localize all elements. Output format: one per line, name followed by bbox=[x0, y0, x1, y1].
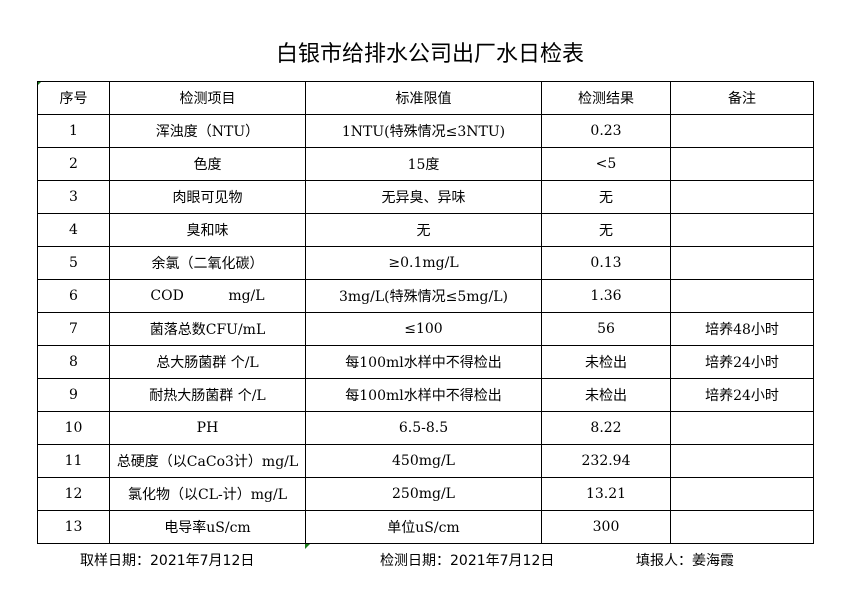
test-result-cell: 未检出 bbox=[541, 345, 671, 379]
standard-limit-cell: 每100ml水样中不得检出 bbox=[305, 345, 542, 379]
row-number-cell: 8 bbox=[37, 345, 110, 379]
remark-cell bbox=[670, 510, 814, 544]
row-number-cell: 6 bbox=[37, 279, 110, 313]
standard-limit-cell: 3mg/L(特殊情况≤5mg/L) bbox=[305, 279, 542, 313]
header-cell: 标准限值 bbox=[305, 81, 542, 115]
remark-cell bbox=[670, 279, 814, 313]
remark-cell bbox=[670, 147, 814, 181]
standard-limit-cell: 15度 bbox=[305, 147, 542, 181]
test-item-cell: 氯化物（以CL-计）mg/L bbox=[109, 477, 306, 511]
test-item-cell: 总大肠菌群 个/L bbox=[109, 345, 306, 379]
table-row: 10 PH 6.5-8.5 8.22 bbox=[37, 411, 814, 445]
table-row: 11 总硬度（以CaCo3计）mg/L 450mg/L 232.94 bbox=[37, 444, 814, 478]
test-item-cell: 肉眼可见物 bbox=[109, 180, 306, 214]
standard-limit-cell: 单位uS/cm bbox=[305, 510, 542, 544]
row-number-cell: 13 bbox=[37, 510, 110, 544]
standard-limit-cell: 6.5-8.5 bbox=[305, 411, 542, 445]
test-item-cell: 总硬度（以CaCo3计）mg/L bbox=[109, 444, 306, 478]
test-item-cell: 菌落总数CFU/mL bbox=[109, 312, 306, 346]
test-result-cell: 0.13 bbox=[541, 246, 671, 280]
row-number-cell: 9 bbox=[37, 378, 110, 412]
remark-cell: 培养24小时 bbox=[670, 378, 814, 412]
test-result-cell: 56 bbox=[541, 312, 671, 346]
test-item-cell: 耐热大肠菌群 个/L bbox=[109, 378, 306, 412]
table-row: 8 总大肠菌群 个/L 每100ml水样中不得检出 未检出 培养24小时 bbox=[37, 345, 814, 379]
standard-limit-cell: ≥0.1mg/L bbox=[305, 246, 542, 280]
row-number-cell: 12 bbox=[37, 477, 110, 511]
test-result-cell: 300 bbox=[541, 510, 671, 544]
test-result-cell: 8.22 bbox=[541, 411, 671, 445]
header-cell: 序号 bbox=[37, 81, 110, 115]
test-item-cell: 臭和味 bbox=[109, 213, 306, 247]
test-result-cell: 13.21 bbox=[541, 477, 671, 511]
table-row: 4 臭和味无无 bbox=[37, 213, 814, 247]
table-row: 2 色度 15度 <5 bbox=[37, 147, 814, 181]
test-item-cell: 色度 bbox=[109, 147, 306, 181]
remark-cell bbox=[670, 213, 814, 247]
remark-cell: 培养48小时 bbox=[670, 312, 814, 346]
standard-limit-cell: 每100ml水样中不得检出 bbox=[305, 378, 542, 412]
remark-cell bbox=[670, 114, 814, 148]
row-number-cell: 4 bbox=[37, 213, 110, 247]
row-number-cell: 10 bbox=[37, 411, 110, 445]
standard-limit-cell: ≤100 bbox=[305, 312, 542, 346]
page-title: 白银市给排水公司出厂水日检表 bbox=[275, 42, 584, 67]
standard-limit-cell: 450mg/L bbox=[305, 444, 542, 478]
test-result-cell: 无 bbox=[541, 213, 671, 247]
test-item-cell: PH bbox=[109, 411, 306, 445]
row-number-cell: 1 bbox=[37, 114, 110, 148]
table-row: 5 余氯（二氧化碳） ≥0.1mg/L 0.13 bbox=[37, 246, 814, 280]
row-number-cell: 5 bbox=[37, 246, 110, 280]
reporter: 填报人：姜海霞 bbox=[636, 553, 734, 569]
test-item-cell: COD mg/L bbox=[109, 279, 306, 313]
standard-limit-cell: 无 bbox=[305, 213, 542, 247]
test-result-cell: 0.23 bbox=[541, 114, 671, 148]
test-result-cell: 1.36 bbox=[541, 279, 671, 313]
test-item-cell: 余氯（二氧化碳） bbox=[109, 246, 306, 280]
test-result-cell: 无 bbox=[541, 180, 671, 214]
table-row: 6 COD mg/L 3mg/L(特殊情况≤5mg/L) 1.36 bbox=[37, 279, 814, 313]
table-header-row: 序号 检测项目 标准限值 检测结果 备注 bbox=[37, 81, 814, 115]
row-number-cell: 7 bbox=[37, 312, 110, 346]
cell-marker bbox=[305, 544, 310, 549]
header-cell: 检测结果 bbox=[541, 81, 671, 115]
test-item-cell: 浑浊度（NTU） bbox=[109, 114, 306, 148]
remark-cell bbox=[670, 180, 814, 214]
test-item-cell: 电导率uS/cm bbox=[109, 510, 306, 544]
table-row: 12 氯化物（以CL-计）mg/L 250mg/L 13.21 bbox=[37, 477, 814, 511]
remark-cell bbox=[670, 246, 814, 280]
test-date: 检测日期：2021年7月12日 bbox=[380, 553, 555, 569]
row-number-cell: 3 bbox=[37, 180, 110, 214]
remark-cell bbox=[670, 411, 814, 445]
table-row: 3 肉眼可见物 无异臭、异味无 bbox=[37, 180, 814, 214]
table-row: 9 耐热大肠菌群 个/L 每100ml水样中不得检出 未检出 培养24小时 bbox=[37, 378, 814, 412]
row-number-cell: 11 bbox=[37, 444, 110, 478]
header-cell: 备注 bbox=[670, 81, 814, 115]
table-row: 13 电导率uS/cm 单位uS/cm 300 bbox=[37, 510, 814, 544]
header-cell: 检测项目 bbox=[109, 81, 306, 115]
table-row: 7 菌落总数CFU/mL ≤100 56 培养48小时 bbox=[37, 312, 814, 346]
sample-date: 取样日期：2021年7月12日 bbox=[80, 553, 255, 569]
standard-limit-cell: 250mg/L bbox=[305, 477, 542, 511]
test-result-cell: 未检出 bbox=[541, 378, 671, 412]
remark-cell bbox=[670, 477, 814, 511]
row-number-cell: 2 bbox=[37, 147, 110, 181]
table-row: 1 浑浊度（NTU） 1NTU(特殊情况≤3NTU) 0.23 bbox=[37, 114, 814, 148]
standard-limit-cell: 无异臭、异味 bbox=[305, 180, 542, 214]
test-result-cell: 232.94 bbox=[541, 444, 671, 478]
remark-cell: 培养24小时 bbox=[670, 345, 814, 379]
standard-limit-cell: 1NTU(特殊情况≤3NTU) bbox=[305, 114, 542, 148]
water-quality-table: 序号 检测项目 标准限值 检测结果 备注 1 浑浊度（NTU） 1NTU(特殊情况≤… bbox=[37, 81, 814, 544]
remark-cell bbox=[670, 444, 814, 478]
test-result-cell: <5 bbox=[541, 147, 671, 181]
